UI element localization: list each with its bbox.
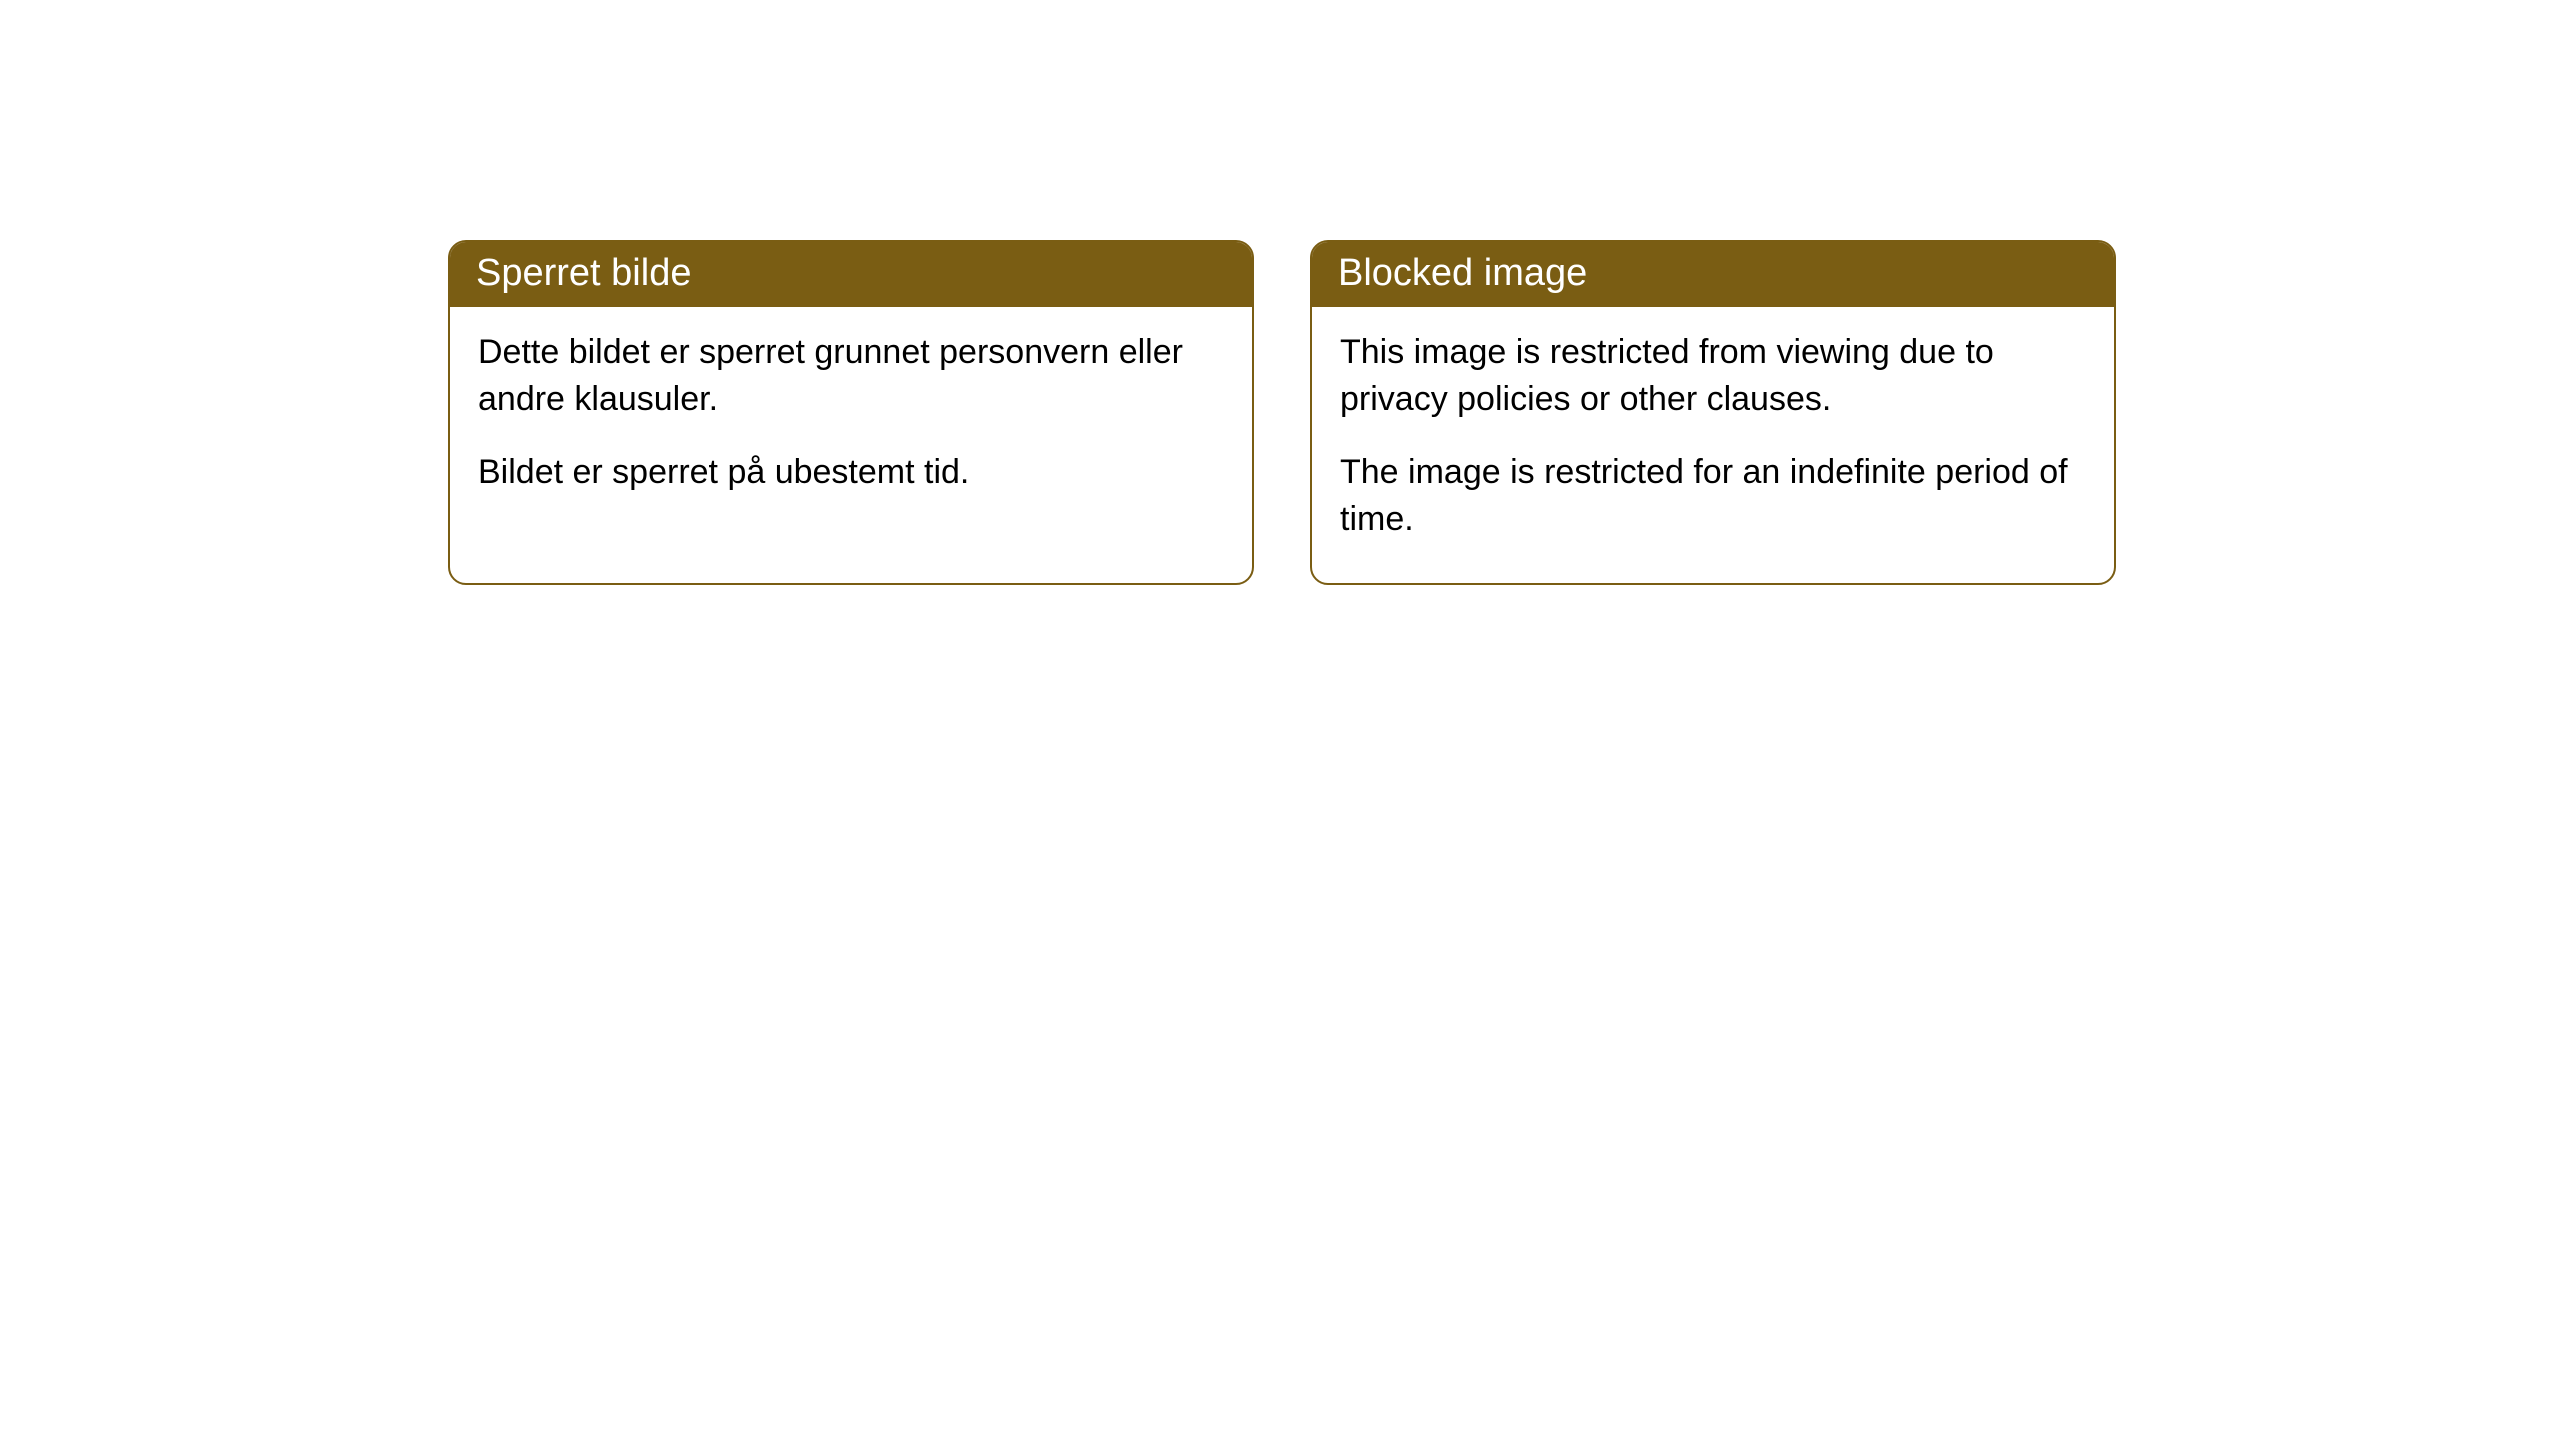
card-header: Sperret bilde — [450, 242, 1252, 307]
notice-card-english: Blocked image This image is restricted f… — [1310, 240, 2116, 585]
card-title: Sperret bilde — [476, 252, 691, 294]
card-paragraph: This image is restricted from viewing du… — [1340, 329, 2086, 423]
card-paragraph: Dette bildet er sperret grunnet personve… — [478, 329, 1224, 423]
card-paragraph: Bildet er sperret på ubestemt tid. — [478, 449, 1224, 496]
notice-container: Sperret bilde Dette bildet er sperret gr… — [448, 240, 2116, 585]
card-body: This image is restricted from viewing du… — [1312, 307, 2114, 583]
card-title: Blocked image — [1338, 252, 1587, 294]
card-paragraph: The image is restricted for an indefinit… — [1340, 449, 2086, 543]
card-header: Blocked image — [1312, 242, 2114, 307]
card-body: Dette bildet er sperret grunnet personve… — [450, 307, 1252, 536]
notice-card-norwegian: Sperret bilde Dette bildet er sperret gr… — [448, 240, 1254, 585]
